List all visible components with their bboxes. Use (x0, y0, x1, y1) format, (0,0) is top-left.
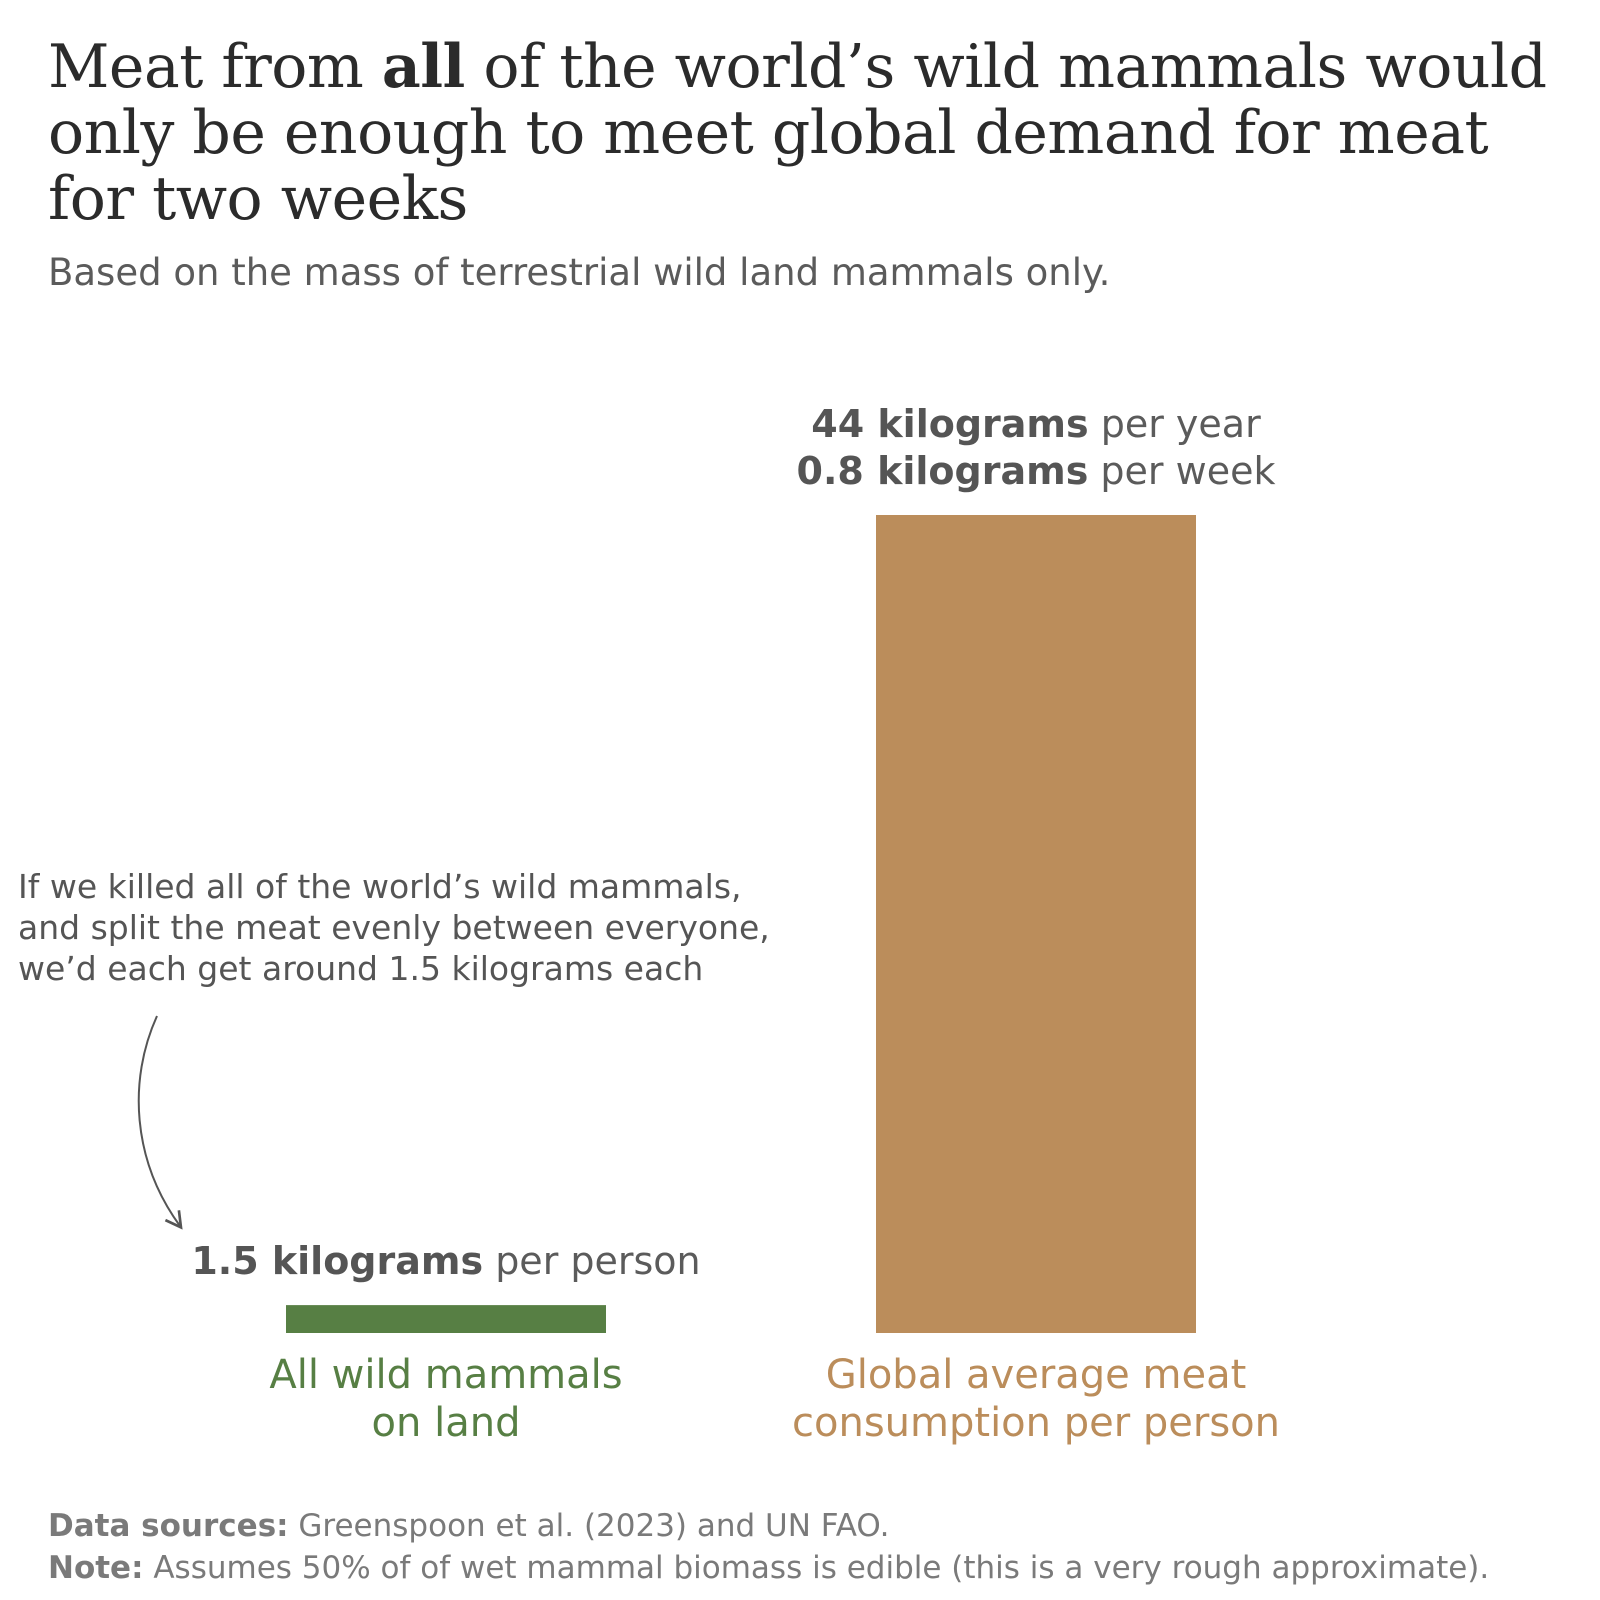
category-label-line: consumption per person (792, 1400, 1280, 1446)
note-text: Assumes 50% of of wet mammal biomass is … (143, 1550, 1490, 1586)
annotation-arrow (137, 1015, 183, 1230)
category-label: All wild mammals on land (46, 1351, 846, 1447)
chart-title: Meat from all of the world’s wild mammal… (48, 32, 1547, 234)
value-label-line: 44 kilograms per year (811, 402, 1261, 446)
category-label-line: All wild mammals (269, 1352, 623, 1398)
annotation-line: If we killed all of the world’s wild mam… (18, 867, 742, 906)
bar-global-consumption (876, 515, 1196, 1333)
chart-subtitle: Based on the mass of terrestrial wild la… (48, 251, 1111, 294)
category-label-line: on land (371, 1400, 521, 1446)
annotation-line: we’d each get around 1.5 kilograms each (18, 949, 704, 988)
sources-label: Data sources: (48, 1508, 289, 1544)
category-label: Global average meat consumption per perso… (636, 1351, 1436, 1447)
footer-note: Note: Assumes 50% of of wet mammal bioma… (48, 1548, 1489, 1588)
annotation-line: and split the meat evenly between everyo… (18, 908, 770, 947)
annotation-text: If we killed all of the world’s wild mam… (18, 866, 770, 989)
footer-sources: Data sources: Greenspoon et al. (2023) a… (48, 1506, 889, 1546)
value-label: 1.5 kilograms per person (46, 1238, 846, 1285)
sources-text: Greenspoon et al. (2023) and UN FAO. (288, 1508, 890, 1544)
note-label: Note: (48, 1550, 144, 1586)
bars-layer (286, 515, 1196, 1333)
value-label-line: 1.5 kilograms per person (191, 1239, 701, 1284)
value-label-line: 0.8 kilograms per week (796, 449, 1276, 493)
value-label: 44 kilograms per year 0.8 kilograms per w… (636, 401, 1436, 495)
category-label-line: Global average meat (825, 1352, 1247, 1398)
bar-wild-mammals (286, 1305, 606, 1333)
title-emphasis: all (381, 32, 465, 102)
